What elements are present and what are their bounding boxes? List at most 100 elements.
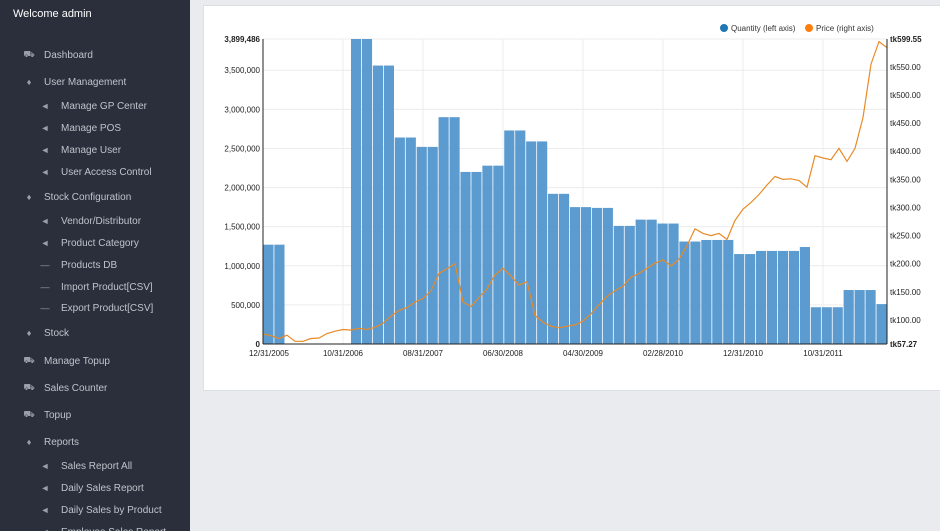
y-left-tick-label: 1,500,000 bbox=[224, 223, 260, 232]
y-right-tick-label: tk250.00 bbox=[890, 232, 921, 241]
quantity-bar bbox=[723, 239, 734, 344]
sidebar-item-user-management[interactable]: ♦ User Management bbox=[0, 72, 190, 92]
sidebar-item-label: Daily Sales by Product bbox=[61, 504, 162, 516]
sidebar-item-product-category[interactable]: ◄ Product Category bbox=[0, 233, 190, 253]
megaphone-icon: ◄ bbox=[40, 238, 50, 248]
quantity-bar bbox=[799, 247, 810, 344]
sidebar-item-label: User Access Control bbox=[61, 166, 152, 178]
quantity-bar bbox=[515, 130, 526, 344]
sidebar-item-label: Sales Counter bbox=[44, 382, 108, 394]
megaphone-icon: ◄ bbox=[40, 101, 50, 111]
sidebar-item-reports[interactable]: ♦ Reports bbox=[0, 432, 190, 452]
quantity-bar bbox=[394, 137, 405, 344]
sidebar-item-label: Export Product[CSV] bbox=[61, 302, 154, 314]
sidebar-item-sales-report-all[interactable]: ◄ Sales Report All bbox=[0, 456, 190, 476]
megaphone-icon: ◄ bbox=[40, 483, 50, 493]
quantity-bar bbox=[624, 225, 635, 344]
sidebar-item-products-db[interactable]: — Products DB bbox=[0, 255, 190, 275]
sidebar-item-dashboard[interactable]: ⛟ Dashboard bbox=[0, 45, 190, 65]
quantity-bar bbox=[657, 223, 668, 344]
y-left-tick-label: 3,000,000 bbox=[224, 105, 260, 114]
megaphone-icon: ◄ bbox=[40, 505, 50, 515]
sidebar-item-employee-sales-report[interactable]: ◄ Employee Sales Report bbox=[0, 522, 190, 531]
sidebar-item-label: Import Product[CSV] bbox=[61, 281, 153, 293]
quantity-bar bbox=[613, 225, 624, 344]
sidebar-item-topup[interactable]: ⛟ Topup bbox=[0, 405, 190, 425]
quantity-bar bbox=[788, 250, 800, 344]
quantity-bar bbox=[569, 207, 581, 344]
sidebar-item-manage-user[interactable]: ◄ Manage User bbox=[0, 140, 190, 160]
sidebar-item-sales-counter[interactable]: ⛟ Sales Counter bbox=[0, 378, 190, 398]
megaphone-icon: ◄ bbox=[40, 216, 50, 226]
y-left-tick-label: 0 bbox=[256, 340, 261, 349]
sidebar-item-label: Manage User bbox=[61, 144, 122, 156]
quantity-bar bbox=[810, 307, 821, 344]
legend-price-marker bbox=[805, 24, 813, 32]
sidebar-item-user-access-control[interactable]: ◄ User Access Control bbox=[0, 162, 190, 182]
quantity-bar bbox=[745, 254, 756, 344]
sidebar-item-export-product-csv[interactable]: — Export Product[CSV] bbox=[0, 298, 190, 318]
sidebar-item-stock-configuration[interactable]: ♦ Stock Configuration bbox=[0, 187, 190, 207]
y-right-tick-label: tk550.00 bbox=[890, 63, 921, 72]
y-right-tick-label: tk200.00 bbox=[890, 260, 921, 269]
minus-icon: — bbox=[40, 303, 50, 313]
quantity-bar bbox=[843, 290, 854, 344]
sidebar-item-import-product-csv[interactable]: — Import Product[CSV] bbox=[0, 277, 190, 297]
sidebar-item-manage-topup[interactable]: ⛟ Manage Topup bbox=[0, 351, 190, 371]
quantity-bar bbox=[526, 141, 537, 344]
megaphone-icon: ◄ bbox=[40, 167, 50, 177]
y-left-tick-label: 1,000,000 bbox=[224, 262, 260, 271]
sidebar-item-label: Products DB bbox=[61, 259, 118, 271]
y-right-tick-label: tk350.00 bbox=[890, 175, 921, 184]
quantity-bar bbox=[350, 39, 362, 344]
sidebar-item-manage-gp-center[interactable]: ◄ Manage GP Center bbox=[0, 96, 190, 116]
quantity-bar bbox=[591, 207, 602, 344]
sidebar-item-daily-sales-report[interactable]: ◄ Daily Sales Report bbox=[0, 478, 190, 498]
y-right-tick-label: tk300.00 bbox=[890, 203, 921, 212]
quantity-bar bbox=[646, 219, 657, 344]
truck-icon: ⛟ bbox=[23, 409, 35, 419]
quantity-bar bbox=[635, 219, 646, 344]
legend-quantity-marker bbox=[720, 24, 728, 32]
sidebar-item-stock[interactable]: ♦ Stock bbox=[0, 323, 190, 343]
quantity-bar bbox=[712, 239, 723, 344]
sidebar-item-label: Dashboard bbox=[44, 49, 93, 61]
quantity-bar bbox=[854, 290, 865, 344]
quantity-bar bbox=[482, 165, 493, 344]
quantity-bar bbox=[602, 207, 613, 344]
sales-chart: 3,899,486 3,500,000 3,000,000 2,500,000 2,00… bbox=[224, 24, 922, 358]
y-left-tick-label: 500,000 bbox=[231, 301, 260, 310]
y-right-tick-label: tk150.00 bbox=[890, 288, 921, 297]
quantity-bar bbox=[690, 241, 701, 344]
quantity-bar bbox=[493, 165, 504, 344]
megaphone-icon: ◄ bbox=[40, 461, 50, 471]
sidebar-item-label: Stock bbox=[44, 327, 70, 339]
y-right-tick-label: tk500.00 bbox=[890, 91, 921, 100]
quantity-bar bbox=[372, 65, 384, 345]
quantity-bar bbox=[865, 290, 876, 344]
quantity-bar bbox=[580, 207, 592, 344]
sidebar-item-label: Employee Sales Report bbox=[61, 527, 166, 531]
y-left-tick-label: 2,000,000 bbox=[224, 184, 260, 193]
quantity-bar bbox=[701, 239, 712, 344]
sidebar-item-label: User Management bbox=[44, 76, 127, 88]
quantity-bar bbox=[668, 223, 679, 344]
truck-icon: ⛟ bbox=[23, 355, 35, 365]
y-right-tick-label: tk100.00 bbox=[890, 316, 921, 325]
quantity-bar bbox=[405, 137, 416, 344]
y-right-tick-label: tk599.55 bbox=[890, 35, 922, 44]
quantity-bar bbox=[504, 130, 515, 344]
sidebar-item-manage-pos[interactable]: ◄ Manage POS bbox=[0, 118, 190, 138]
quantity-bar bbox=[361, 39, 373, 344]
y-right-tick-label: tk400.00 bbox=[890, 147, 921, 156]
sidebar-item-vendor-distributor[interactable]: ◄ Vendor/Distributor bbox=[0, 211, 190, 231]
price-line bbox=[262, 40, 888, 342]
megaphone-icon: ◄ bbox=[40, 123, 50, 133]
sidebar-item-daily-sales-by-product[interactable]: ◄ Daily Sales by Product bbox=[0, 500, 190, 520]
drop-icon: ♦ bbox=[26, 77, 32, 87]
quantity-bar bbox=[832, 307, 843, 344]
x-tick-label: 08/31/2007 bbox=[403, 349, 444, 358]
x-tick-label: 04/30/2009 bbox=[563, 349, 604, 358]
sidebar-item-label: Reports bbox=[44, 436, 80, 448]
sidebar-item-label: Manage POS bbox=[61, 122, 122, 134]
